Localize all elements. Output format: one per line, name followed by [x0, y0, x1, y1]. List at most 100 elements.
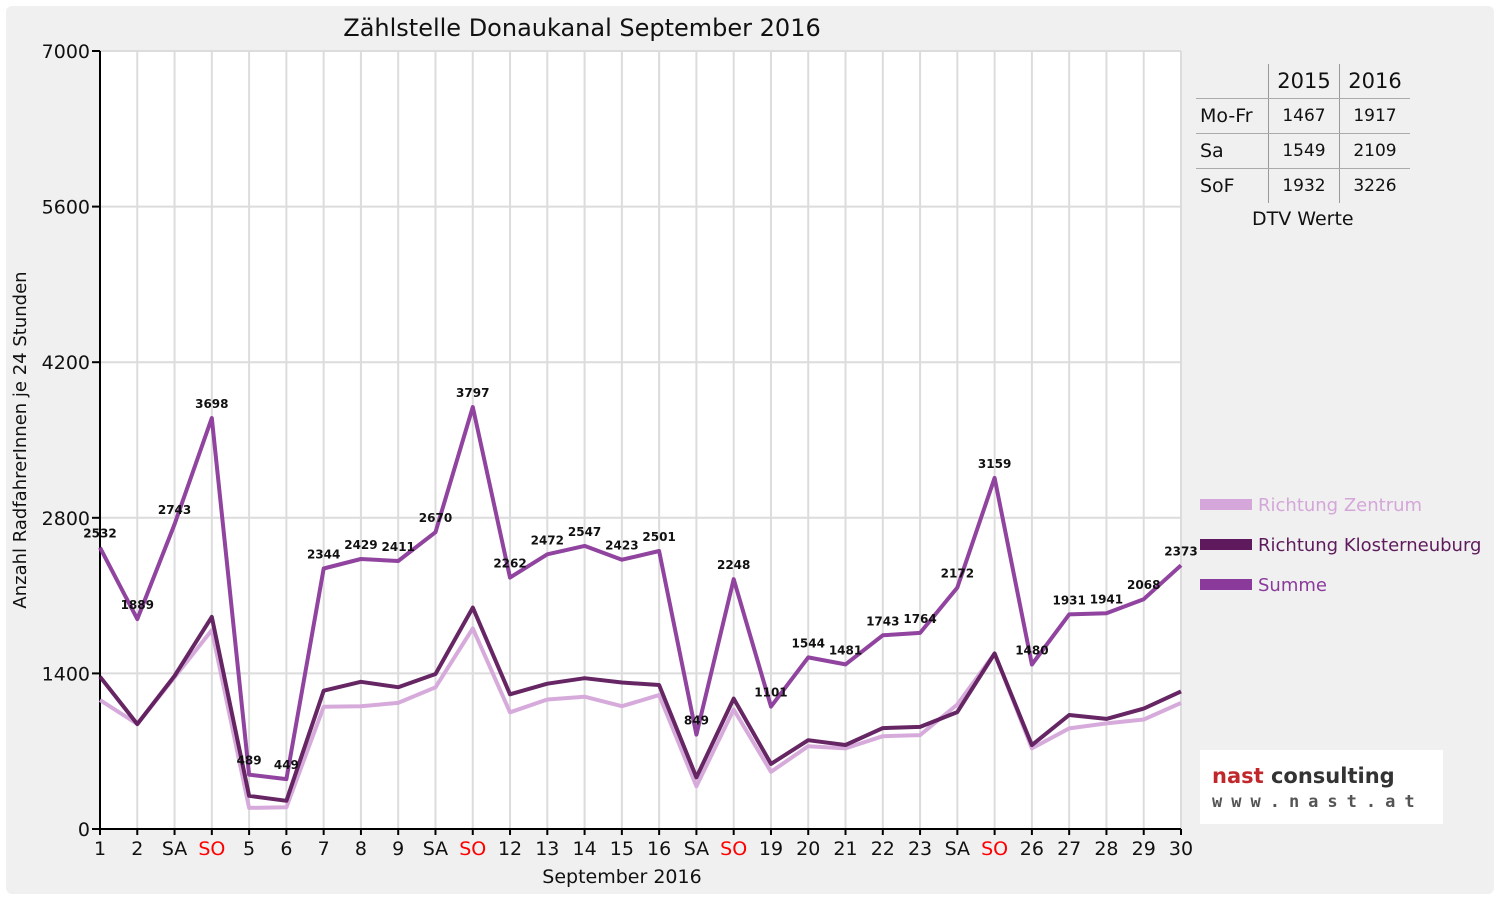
dtv-row-label: Mo-Fr	[1196, 98, 1269, 134]
x-tick-label: 19	[759, 838, 783, 860]
x-tick-label: 26	[1020, 838, 1044, 860]
x-tick-label: SO	[198, 838, 225, 860]
x-tick-label: 30	[1169, 838, 1193, 860]
legend-label: Summe	[1258, 575, 1327, 596]
x-tick-label: 16	[647, 838, 671, 860]
logo-url: www.nast.at	[1212, 792, 1424, 812]
legend: Richtung Zentrum Richtung Klosterneuburg S…	[1200, 495, 1481, 596]
legend-label: Richtung Klosterneuburg	[1258, 535, 1481, 556]
data-label: 1743	[866, 614, 899, 628]
data-label: 2532	[83, 527, 116, 541]
y-axis-label: Anzahl RadfahrerInnen je 24 Stunden	[10, 271, 31, 608]
x-tick-label: 1	[94, 838, 106, 860]
logo-word-2: consulting	[1263, 764, 1395, 788]
x-tick-label: 12	[498, 838, 522, 860]
data-label: 1889	[121, 598, 154, 612]
x-tick-label: 2	[131, 838, 143, 860]
legend-swatch	[1200, 499, 1252, 510]
data-label: 1101	[754, 686, 787, 700]
dtv-row-label: Sa	[1196, 133, 1269, 169]
data-label: 1544	[792, 636, 825, 650]
x-tick-label: SA	[423, 838, 448, 860]
logo-name: nast consulting	[1212, 764, 1395, 788]
data-label: 489	[237, 754, 262, 768]
series-line	[98, 405, 1183, 782]
x-tick-label: 27	[1057, 838, 1081, 860]
dtv-cell: 1917	[1339, 98, 1410, 134]
data-label: 1480	[1015, 644, 1048, 658]
data-label: 2429	[344, 538, 377, 552]
y-tick-label: 7000	[42, 41, 90, 63]
data-label: 1764	[903, 612, 936, 626]
x-tick-label: SA	[162, 838, 187, 860]
x-tick-label: SA	[945, 838, 970, 860]
data-label: 2501	[642, 530, 675, 544]
grid	[99, 50, 1182, 830]
dtv-caption: DTV Werte	[1252, 208, 1354, 230]
data-label: 1931	[1052, 593, 1085, 607]
x-tick-label: SA	[684, 838, 709, 860]
x-tick-label: SO	[720, 838, 747, 860]
x-tick-label: 9	[392, 838, 404, 860]
x-tick-label: 21	[833, 838, 857, 860]
y-tick-label: 0	[78, 819, 90, 841]
data-label: 2547	[568, 525, 601, 539]
y-tick-label: 2800	[42, 508, 90, 530]
data-label: 449	[274, 758, 299, 772]
data-label: 1941	[1090, 592, 1123, 606]
data-label: 3159	[978, 457, 1011, 471]
dtv-row-label: SoF	[1200, 175, 1235, 197]
data-label: 2068	[1127, 578, 1160, 592]
x-tick-label: 29	[1132, 838, 1156, 860]
series-layer	[98, 405, 1183, 810]
data-label: 2344	[307, 547, 340, 561]
y-tick-label: 4200	[42, 352, 90, 374]
axes: 0 1400 2800 4200 5600 7000 1 2 SA SO 5 6 7 8 9 SA SO 1 2 1 3…	[42, 41, 1193, 860]
data-label: 1481	[829, 643, 862, 657]
data-label: 2411	[382, 540, 415, 554]
dtv-cell: 1467	[1268, 98, 1340, 134]
dtv-cell: 2109	[1339, 133, 1410, 169]
data-label: 2670	[419, 511, 452, 525]
x-tick-label: 14	[572, 838, 596, 860]
data-labels: 2532 1889 2743 3698 489 449 2344 2429 2411 2670 37…	[83, 386, 1197, 772]
chart-title: Zählstelle Donaukanal September 2016	[343, 14, 821, 42]
x-tick-label: 7	[318, 838, 330, 860]
dtv-row: Mo-Fr 1467 1917	[1196, 98, 1410, 134]
logo-word-1: nast	[1212, 764, 1264, 788]
dtv-row: Sa 1549 2109	[1196, 133, 1410, 169]
dtv-cell: 1932	[1268, 168, 1340, 203]
x-tick-label: 22	[871, 838, 895, 860]
y-tick-label: 1400	[42, 663, 90, 685]
x-tick-label: SO	[981, 838, 1008, 860]
data-label: 2373	[1164, 544, 1197, 558]
x-tick-label: 28	[1094, 838, 1118, 860]
x-tick-label: 20	[796, 838, 820, 860]
data-label: 3797	[456, 386, 489, 400]
legend-swatch	[1200, 539, 1252, 550]
legend-label: Richtung Zentrum	[1258, 495, 1422, 516]
dtv-table: 2015 2016 Mo-Fr 1467 1917 Sa 1549 2109 S…	[1196, 64, 1410, 203]
data-label: 2423	[605, 539, 638, 553]
data-label: 2743	[158, 503, 191, 517]
data-label: 3698	[195, 397, 228, 411]
dtv-cell: 3226	[1339, 168, 1410, 203]
x-tick-label: 8	[355, 838, 367, 860]
x-tick-label: 6	[280, 838, 292, 860]
dtv-row: SoF 1932 3226	[1196, 168, 1410, 203]
dtv-header-2015: 2015	[1268, 64, 1340, 99]
company-logo: nast consulting www.nast.at	[1200, 750, 1443, 824]
data-label: 2472	[531, 533, 564, 547]
data-label: 849	[684, 714, 709, 728]
x-tick-label: SO	[459, 838, 486, 860]
dtv-cell: 1549	[1268, 133, 1340, 169]
series-line	[98, 605, 1182, 803]
x-tick-label: 5	[243, 838, 255, 860]
data-label: 2248	[717, 558, 750, 572]
legend-swatch	[1200, 579, 1252, 590]
y-tick-label: 5600	[42, 197, 90, 219]
x-tick-label: 23	[908, 838, 932, 860]
data-label: 2172	[941, 567, 974, 581]
data-label: 2262	[493, 557, 526, 571]
